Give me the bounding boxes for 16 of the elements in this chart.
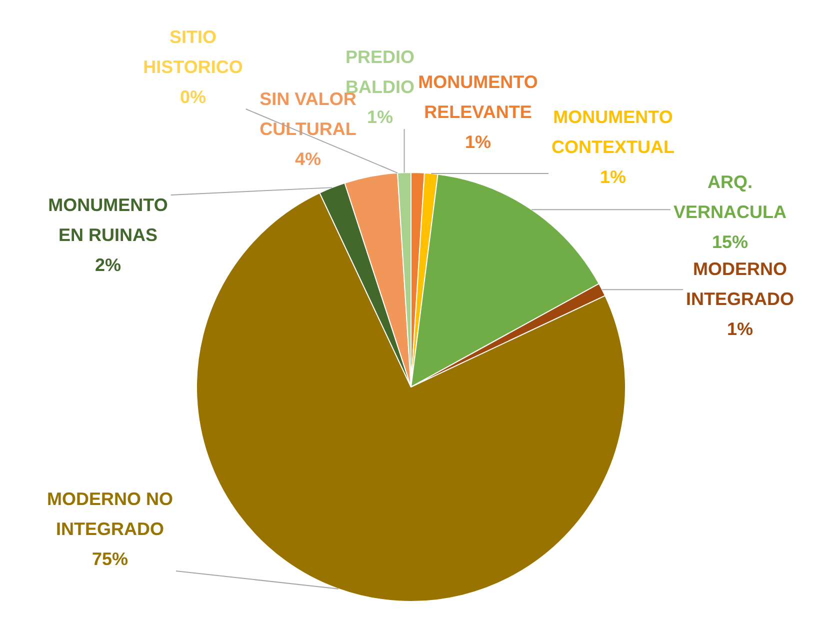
data-label: 1% xyxy=(366,106,394,127)
data-label: 1% xyxy=(600,166,626,187)
slice-label: MONUMENTO EN RUINAS xyxy=(48,194,168,245)
data-label: 1% xyxy=(726,318,754,339)
data-label: 1% xyxy=(464,132,492,152)
data-label: 4% xyxy=(294,148,322,169)
slice-label: MONUMENTO CONTEXTUAL xyxy=(552,106,674,157)
data-label: 75% xyxy=(92,548,128,569)
data-label: 2% xyxy=(94,254,122,275)
text: 0% xyxy=(180,86,206,107)
slice-label: MODERNO INTEGRADO xyxy=(686,258,794,309)
slice-label: MODERNO NO INTEGRADO xyxy=(47,488,173,539)
slice-label: ARQ. VERNACULA xyxy=(673,172,787,222)
slice-label: MONUMENTO RELEVANTE xyxy=(418,72,538,122)
category-label: SITIO HISTORICO xyxy=(143,26,243,77)
data-label: 15% xyxy=(712,232,748,252)
